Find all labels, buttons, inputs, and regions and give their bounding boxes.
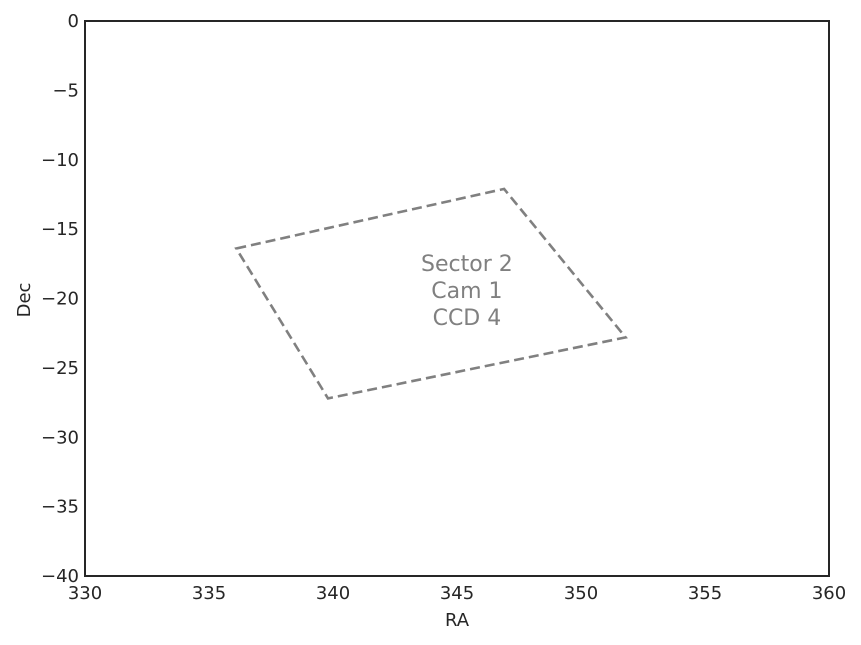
y-tick-label: −15 bbox=[41, 219, 79, 240]
x-axis-ticks: 330 335 340 345 350 355 360 bbox=[68, 583, 846, 604]
y-tick-label: −35 bbox=[41, 497, 79, 518]
x-tick-label: 330 bbox=[68, 583, 102, 604]
y-tick-label: 0 bbox=[68, 11, 79, 32]
y-axis-label: Dec bbox=[14, 283, 35, 318]
annotation-text: CCD 4 bbox=[433, 306, 502, 331]
x-axis-label: RA bbox=[445, 610, 470, 631]
x-tick-label: 350 bbox=[564, 583, 598, 604]
x-tick-label: 355 bbox=[688, 583, 722, 604]
y-tick-label: −10 bbox=[41, 150, 79, 171]
y-tick-label: −40 bbox=[41, 566, 79, 587]
annotation-text: Sector 2 bbox=[421, 252, 513, 277]
y-tick-label: −30 bbox=[41, 427, 79, 448]
axes-frame bbox=[84, 20, 830, 577]
x-tick-label: 345 bbox=[440, 583, 474, 604]
x-tick-label: 340 bbox=[316, 583, 350, 604]
y-axis-ticks: 0 −5 −10 −15 −20 −25 −30 −35 −40 bbox=[41, 11, 79, 587]
y-tick-label: −25 bbox=[41, 358, 79, 379]
footprint-outline bbox=[234, 187, 628, 400]
x-tick-label: 360 bbox=[812, 583, 846, 604]
annotation-text: Cam 1 bbox=[431, 279, 502, 304]
y-tick-label: −5 bbox=[52, 80, 79, 101]
x-tick-label: 335 bbox=[192, 583, 226, 604]
y-tick-label: −20 bbox=[41, 289, 79, 310]
